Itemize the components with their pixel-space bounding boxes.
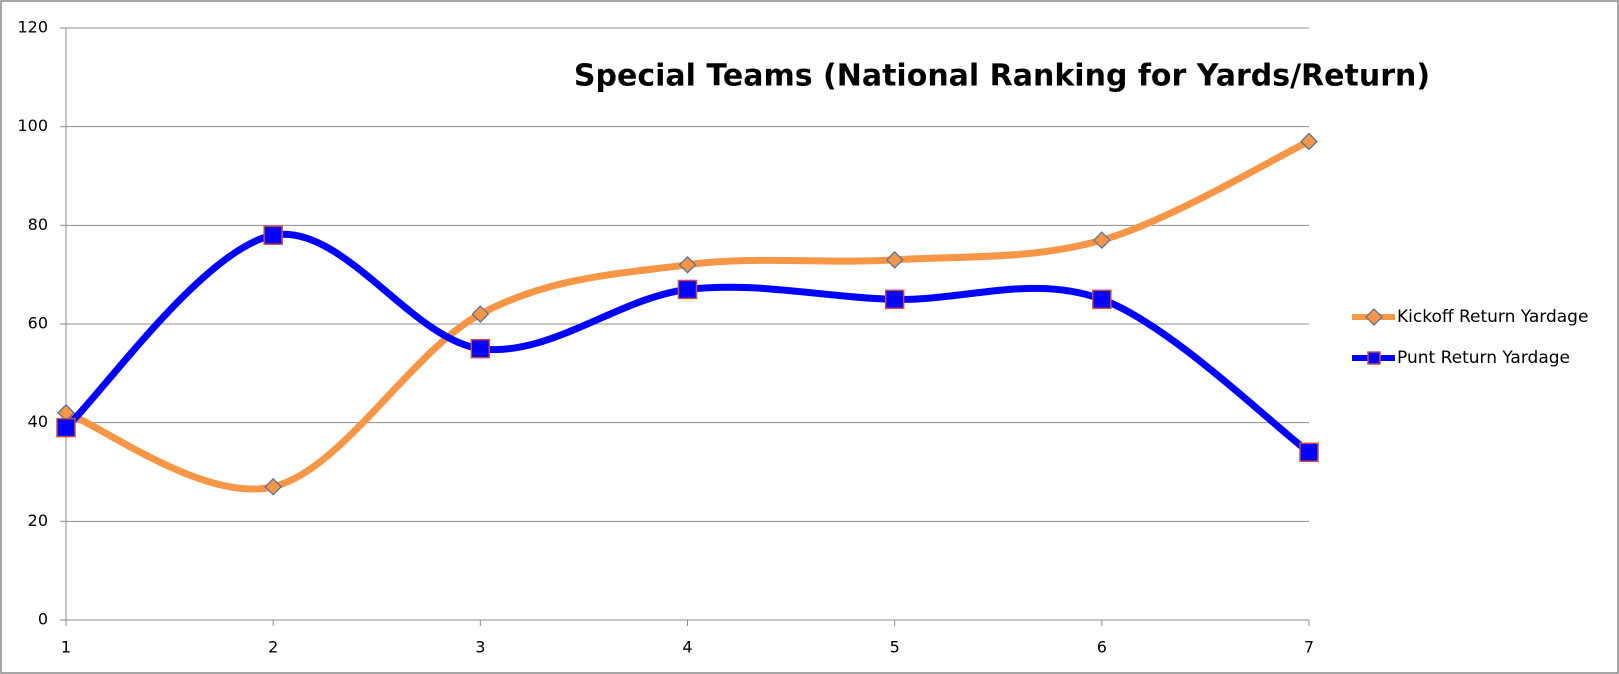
marker [56, 417, 76, 438]
marker [678, 255, 697, 274]
marker [1092, 289, 1112, 310]
legend-label: Punt Return Yardage [1397, 348, 1570, 368]
marker [471, 305, 490, 323]
y-tick-label: 0 [38, 610, 48, 629]
marker [884, 289, 905, 310]
x-tick-label: 1 [61, 638, 71, 657]
y-tick-label: 100 [17, 116, 48, 135]
x-tick-label: 5 [890, 638, 900, 657]
marker [1299, 442, 1319, 463]
marker [470, 338, 491, 359]
legend-marker [1367, 351, 1381, 365]
x-tick-label: 6 [1097, 638, 1107, 657]
marker [1300, 132, 1318, 151]
y-tick-label: 20 [28, 511, 48, 530]
y-tick-label: 40 [28, 412, 48, 431]
y-tick-label: 120 [17, 18, 48, 37]
y-tick-label: 80 [28, 215, 48, 234]
marker [885, 251, 904, 269]
chart-title: Special Teams (National Ranking for Yard… [574, 59, 1430, 94]
marker [677, 279, 698, 300]
x-tick-label: 3 [475, 638, 485, 657]
marker [263, 225, 283, 245]
x-tick-label: 2 [268, 638, 278, 657]
x-tick-label: 7 [1304, 638, 1314, 657]
marker [264, 477, 283, 496]
y-tick-label: 60 [28, 314, 48, 333]
legend-label: Kickoff Return Yardage [1397, 307, 1588, 327]
marker [1092, 231, 1111, 249]
x-tick-label: 4 [682, 638, 692, 657]
legend-marker [1365, 308, 1383, 326]
